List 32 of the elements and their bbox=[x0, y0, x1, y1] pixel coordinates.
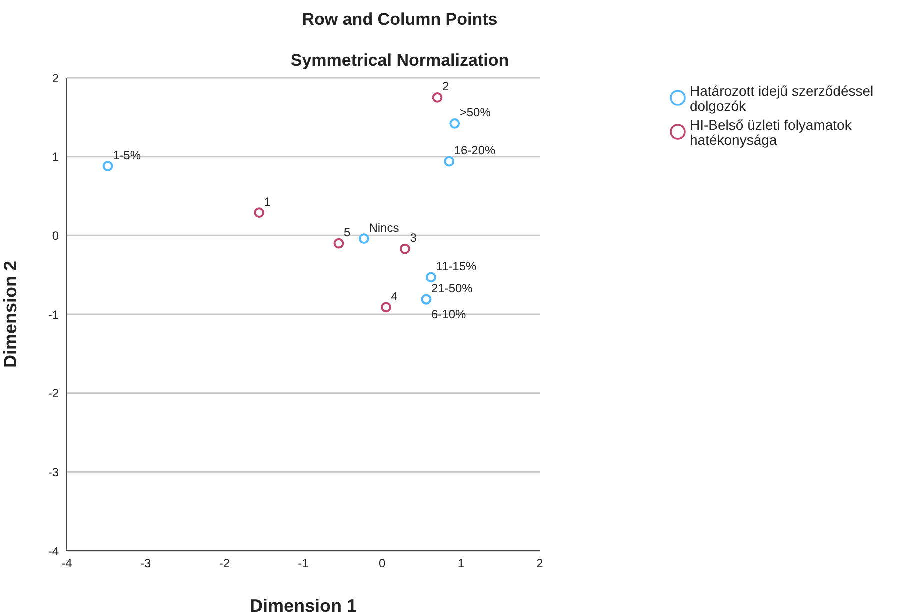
y-tick-label: -2 bbox=[48, 386, 60, 401]
y-tick-label: -1 bbox=[48, 308, 60, 322]
legend-label: Határozott idejű szerződéssel dolgozók bbox=[690, 83, 875, 114]
y-tick-label: 0 bbox=[52, 228, 60, 243]
annotation: 21-50% bbox=[431, 282, 474, 296]
x-tick-label: 2 bbox=[536, 556, 544, 571]
annotation: 2 bbox=[442, 80, 450, 94]
annotation: 11-15% bbox=[436, 259, 478, 274]
x-tick-label: -4 bbox=[62, 556, 73, 571]
y-tick-label: -3 bbox=[48, 465, 60, 480]
x-tick-label: 0 bbox=[378, 556, 386, 571]
chart-title: Row and Column Points bbox=[301, 10, 499, 30]
x-tick-label: -1 bbox=[298, 556, 310, 571]
y-axis-title: Dimension 2 bbox=[0, 260, 20, 368]
x-tick-label: -2 bbox=[219, 556, 230, 571]
annotation: 1-5% bbox=[112, 148, 142, 162]
y-tick-label: -4 bbox=[48, 544, 60, 558]
legend-label: HI-Belső üzleti folyamatok hatékonysága bbox=[690, 117, 853, 148]
annotation: 5 bbox=[344, 226, 351, 240]
y-tick-label: 1 bbox=[52, 150, 60, 164]
annotation: Nincs bbox=[369, 220, 400, 235]
annotation: 3 bbox=[410, 231, 418, 246]
x-tick-label: 1 bbox=[458, 556, 465, 571]
annotation: 6-10% bbox=[431, 308, 466, 322]
annotation: 4 bbox=[391, 289, 398, 304]
x-tick-label: -3 bbox=[140, 556, 152, 571]
annotation: >50% bbox=[460, 106, 492, 120]
y-tick-label: 2 bbox=[52, 71, 60, 86]
x-axis-title: Dimension 1 bbox=[250, 596, 358, 612]
annotation: 16-20% bbox=[454, 144, 496, 158]
annotation: 1 bbox=[264, 194, 272, 209]
chart-subtitle: Symmetrical Normalization bbox=[290, 51, 510, 71]
